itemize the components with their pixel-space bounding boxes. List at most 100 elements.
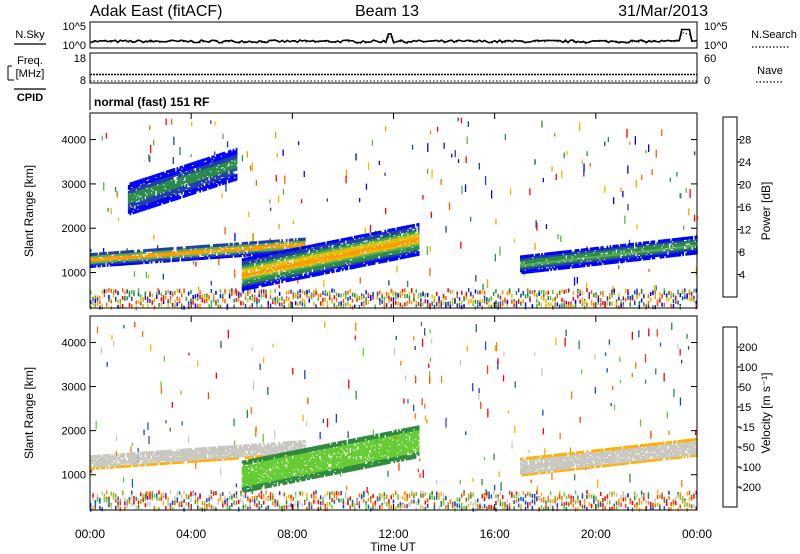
echo-cell <box>181 189 183 193</box>
echo-cell <box>595 256 598 260</box>
echo-cell <box>191 188 194 191</box>
echo-cell <box>266 253 268 257</box>
echo-cell <box>392 248 394 252</box>
echo-cell <box>320 256 323 260</box>
echo-cell <box>202 174 204 178</box>
echo-cell <box>294 269 297 273</box>
echo-cell <box>200 257 203 260</box>
clutter-cell <box>654 305 656 310</box>
echo-cell <box>334 245 336 249</box>
echo-cell <box>127 204 130 208</box>
echo-cell <box>346 249 349 253</box>
echo-cell <box>155 186 157 189</box>
echo-cell <box>97 258 100 262</box>
echo-cell <box>168 253 171 257</box>
echo-cell <box>256 246 259 250</box>
echo-cell <box>155 260 157 264</box>
echo-cell <box>191 170 194 174</box>
echo-cell <box>208 180 211 184</box>
echo-cell <box>146 182 148 186</box>
echo-cell <box>159 196 162 200</box>
echo-cell <box>206 169 209 173</box>
echo-cell <box>401 254 403 258</box>
echo-cell <box>149 187 151 191</box>
echo-cell <box>547 264 549 268</box>
clutter-cell <box>613 288 615 293</box>
echo-cell <box>369 260 371 264</box>
echo-cell <box>197 162 200 166</box>
clutter-cell <box>492 291 495 296</box>
echo-cell <box>270 278 273 282</box>
echo-cell <box>272 247 274 251</box>
echo-cell <box>118 260 121 264</box>
scatter-cell <box>105 133 108 139</box>
echo-cell <box>229 244 232 248</box>
echo-cell <box>115 259 118 263</box>
echo-cell <box>357 263 359 267</box>
echo-cell <box>255 263 258 267</box>
clutter-cell <box>208 304 210 309</box>
echo-cell <box>190 188 192 192</box>
echo-cell <box>193 187 195 191</box>
echo-cell <box>134 255 136 259</box>
echo-cell <box>399 236 402 240</box>
echo-cell <box>176 177 179 180</box>
echo-cell <box>184 254 186 258</box>
echo-cell <box>337 259 340 262</box>
echo-cell <box>249 258 251 262</box>
echo-cell <box>234 162 236 166</box>
clutter-cell <box>238 298 240 303</box>
scatter-cell <box>191 122 193 127</box>
echo-cell <box>147 194 150 198</box>
clutter-cell <box>663 291 666 295</box>
echo-cell <box>249 253 251 257</box>
scatter-cell <box>451 153 453 158</box>
echo-cell <box>185 174 188 178</box>
echo-cell <box>305 265 308 269</box>
echo-cell <box>532 270 534 273</box>
echo-cell <box>112 261 115 265</box>
echo-cell <box>232 168 235 172</box>
scatter-cell <box>284 175 286 184</box>
scatter-cell <box>195 262 197 267</box>
echo-cell <box>316 261 318 265</box>
echo-cell <box>272 280 274 284</box>
echo-cell <box>351 248 353 252</box>
echo-cell <box>203 188 206 192</box>
echo-cell <box>281 274 283 278</box>
echo-cell <box>203 250 206 254</box>
echo-cell <box>326 259 329 263</box>
clutter-cell <box>112 290 115 295</box>
echo-cell <box>196 174 198 178</box>
echo-cell <box>170 197 173 200</box>
echo-cell <box>247 286 250 290</box>
echo-cell <box>219 161 221 165</box>
echo-cell <box>258 272 261 276</box>
echo-cell <box>167 197 170 201</box>
clutter-cell <box>117 299 119 304</box>
clutter-cell <box>424 299 427 304</box>
echo-cell <box>234 150 236 154</box>
echo-cell <box>275 251 277 255</box>
echo-cell <box>255 275 258 279</box>
echo-cell <box>279 252 282 256</box>
echo-cell <box>282 272 285 275</box>
echo-cell <box>305 251 308 255</box>
echo-cell <box>188 171 191 175</box>
echo-cell <box>603 256 606 259</box>
clutter-cell <box>335 305 338 310</box>
echo-cell <box>253 273 256 277</box>
clutter-cell <box>140 297 142 301</box>
echo-cell <box>244 241 247 245</box>
clutter-cell <box>240 301 242 306</box>
echo-cell <box>416 253 418 257</box>
echo-cell <box>373 247 376 251</box>
echo-cell <box>252 268 255 272</box>
echo-cell <box>170 173 173 176</box>
echo-cell <box>100 260 103 264</box>
echo-cell <box>402 236 405 239</box>
echo-cell <box>91 252 94 256</box>
echo-cell <box>611 255 613 259</box>
echo-cell <box>367 239 370 242</box>
echo-cell <box>417 244 420 248</box>
